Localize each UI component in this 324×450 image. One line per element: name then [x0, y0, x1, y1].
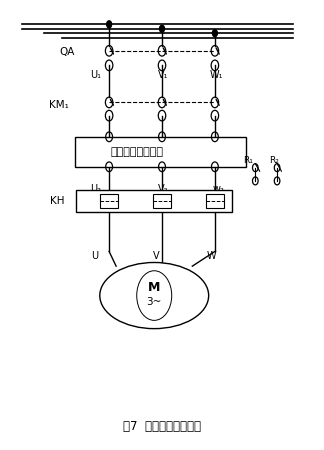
Circle shape: [107, 21, 111, 28]
Ellipse shape: [100, 262, 209, 328]
Text: 图7  不带旁路的一次图: 图7 不带旁路的一次图: [123, 420, 201, 433]
Circle shape: [213, 30, 217, 37]
Text: V: V: [153, 251, 159, 261]
Circle shape: [137, 271, 172, 320]
Bar: [100, 194, 119, 208]
Text: V₁: V₁: [158, 70, 169, 80]
Text: R₂: R₂: [269, 157, 279, 166]
Text: U₂: U₂: [90, 184, 101, 194]
Text: QA: QA: [60, 47, 75, 57]
Circle shape: [159, 25, 165, 32]
Text: W₁: W₁: [210, 70, 223, 80]
Text: W: W: [207, 251, 216, 261]
Bar: [205, 194, 224, 208]
Text: 3~: 3~: [146, 297, 162, 307]
Text: KM₁: KM₁: [49, 99, 69, 110]
Bar: [76, 190, 232, 212]
Text: V₂: V₂: [158, 184, 169, 194]
Text: U₁: U₁: [90, 70, 101, 80]
Text: R₁: R₁: [244, 157, 253, 166]
Text: U: U: [92, 251, 99, 261]
Bar: [153, 194, 171, 208]
Text: KH: KH: [50, 196, 64, 206]
Text: M: M: [148, 281, 160, 294]
Text: w₂: w₂: [213, 184, 225, 194]
Bar: [75, 137, 246, 167]
Text: 电动机软启动装置: 电动机软启动装置: [110, 147, 164, 157]
